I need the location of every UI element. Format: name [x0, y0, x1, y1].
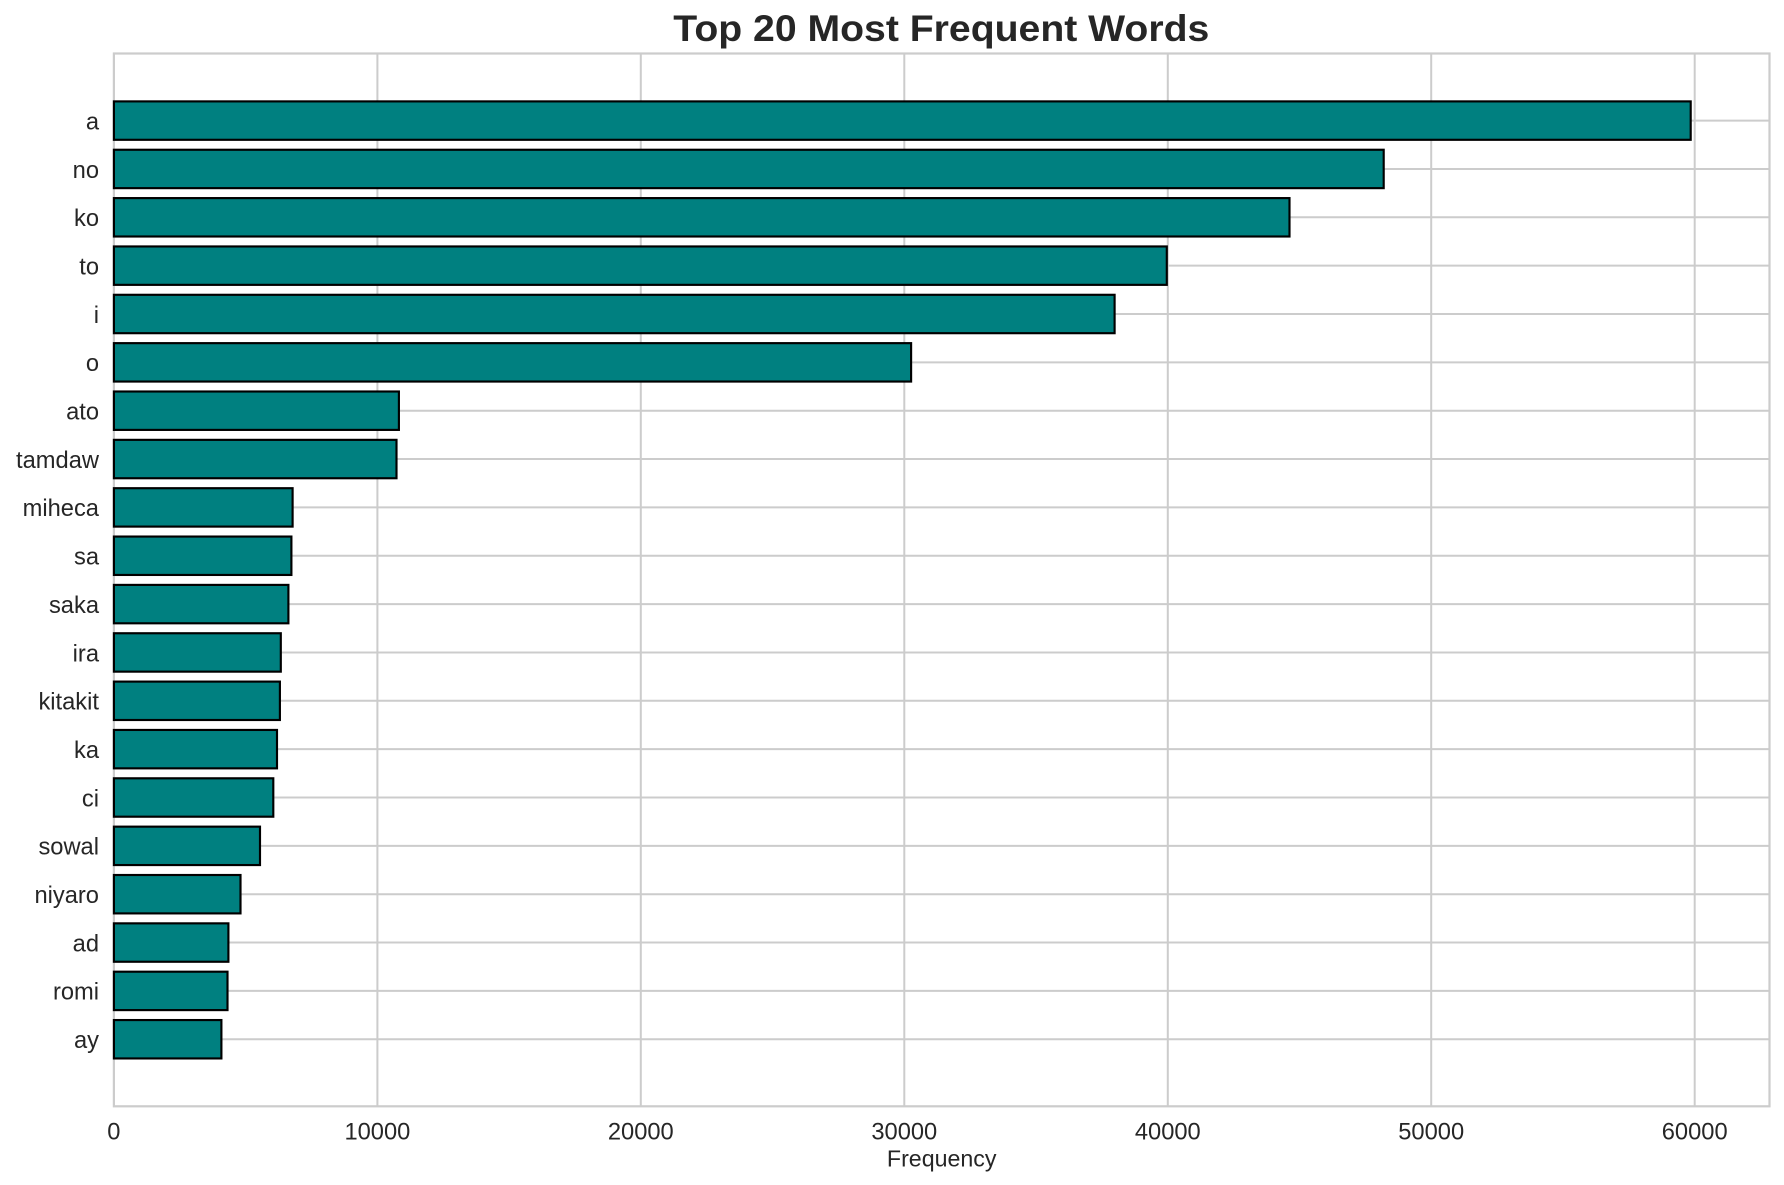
svg-text:Frequency: Frequency: [887, 1145, 997, 1171]
svg-text:sa: sa: [74, 545, 100, 571]
svg-text:50000: 50000: [1398, 1119, 1464, 1145]
svg-text:40000: 40000: [1135, 1119, 1201, 1145]
svg-text:to: to: [79, 254, 99, 280]
svg-text:ci: ci: [82, 786, 99, 812]
svg-text:o: o: [86, 351, 99, 377]
svg-text:30000: 30000: [871, 1119, 937, 1145]
svg-text:niyaro: niyaro: [34, 883, 99, 909]
svg-text:romi: romi: [53, 980, 99, 1006]
svg-text:i: i: [94, 303, 99, 329]
svg-text:ay: ay: [74, 1028, 99, 1054]
svg-text:ko: ko: [74, 206, 99, 232]
svg-text:miheca: miheca: [23, 496, 100, 522]
svg-text:tamdaw: tamdaw: [16, 448, 100, 474]
svg-text:0: 0: [107, 1119, 120, 1145]
svg-text:sowal: sowal: [38, 835, 99, 861]
svg-text:ad: ad: [73, 931, 99, 957]
svg-text:Top 20 Most Frequent Words: Top 20 Most Frequent Words: [673, 8, 1209, 49]
svg-text:10000: 10000: [344, 1119, 410, 1145]
svg-text:20000: 20000: [608, 1119, 674, 1145]
svg-text:saka: saka: [49, 593, 100, 619]
svg-text:no: no: [73, 158, 99, 184]
svg-text:ira: ira: [73, 641, 100, 667]
svg-text:ka: ka: [74, 738, 100, 764]
svg-text:kitakit: kitakit: [38, 690, 99, 716]
svg-text:60000: 60000: [1662, 1119, 1728, 1145]
svg-text:ato: ato: [66, 400, 99, 426]
svg-text:a: a: [86, 109, 100, 135]
